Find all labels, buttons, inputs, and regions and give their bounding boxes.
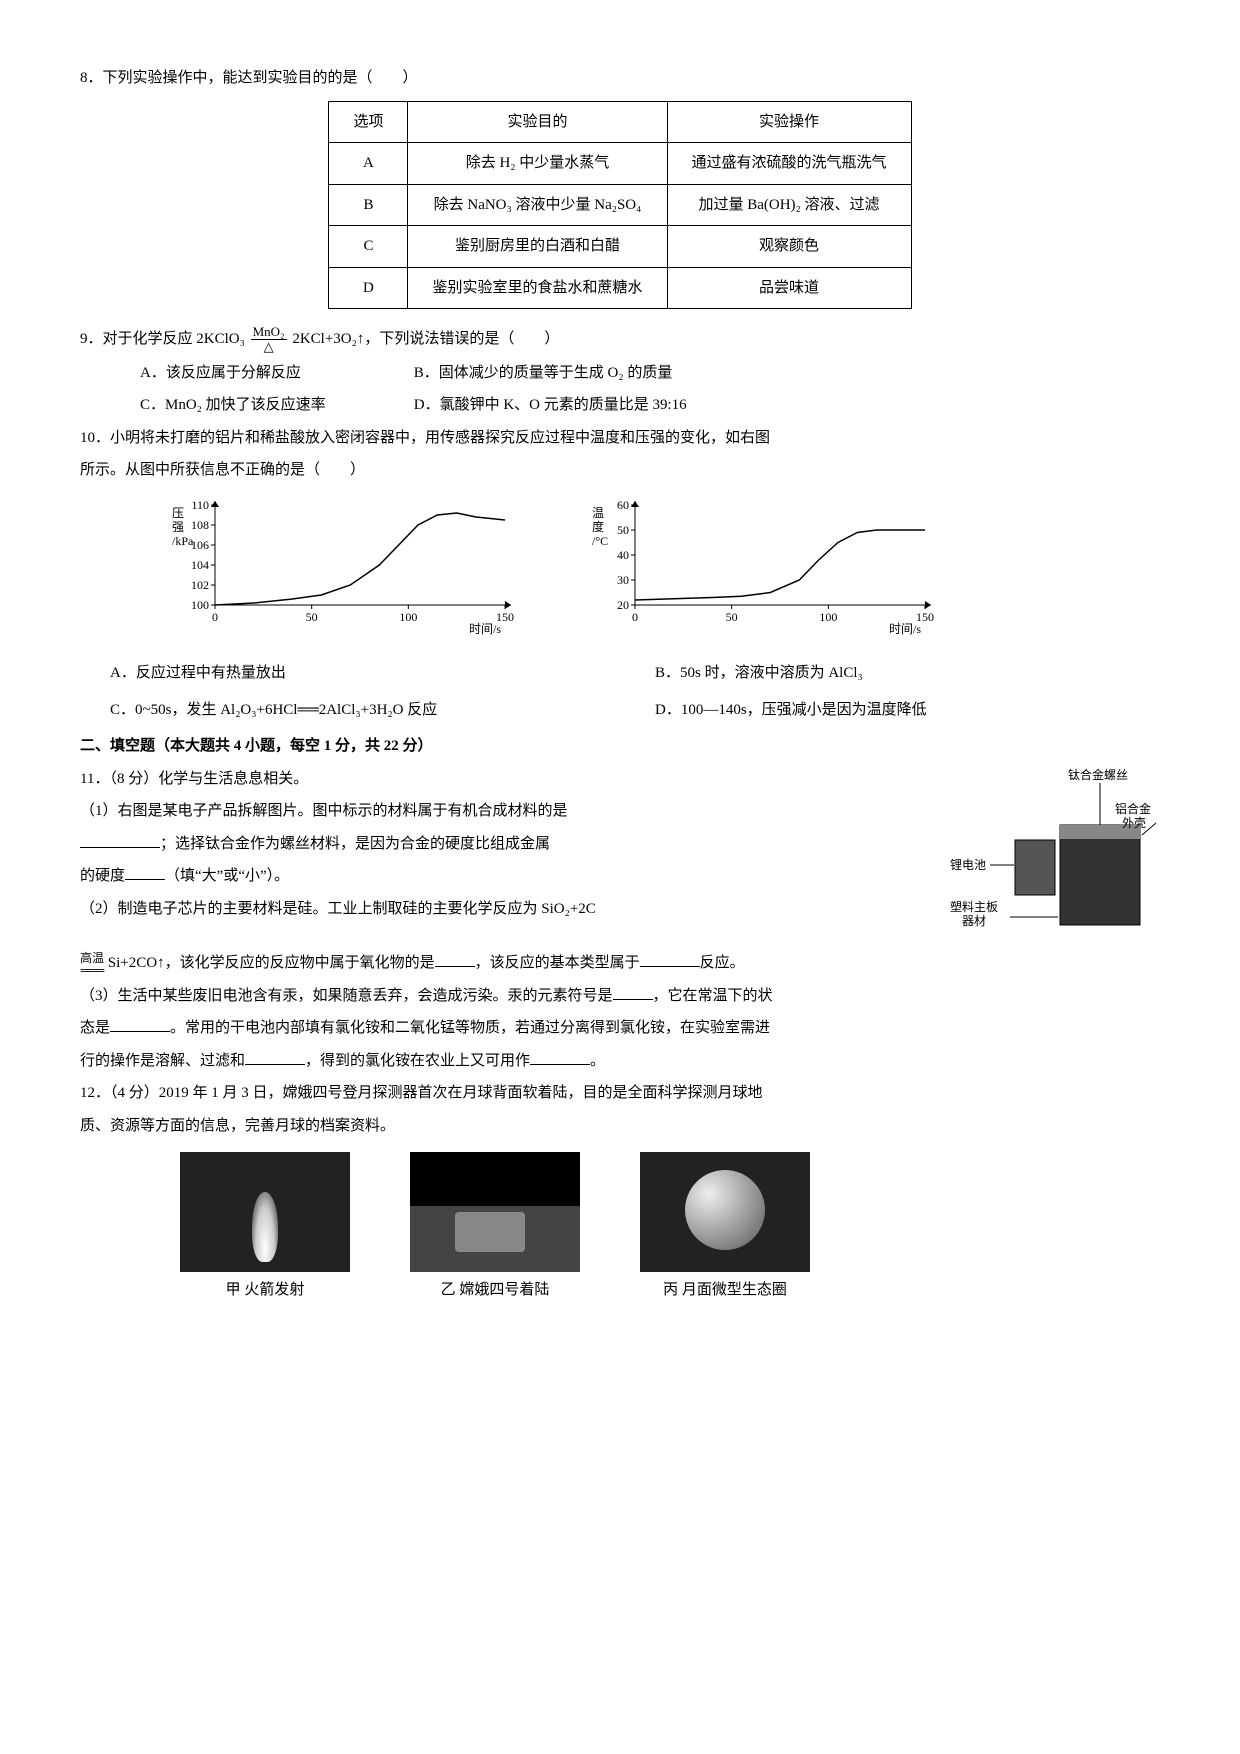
q12-line2: 质、资源等方面的信息，完善月球的档案资料。: [80, 1112, 1160, 1141]
fig-ecosphere: [640, 1152, 810, 1272]
label-battery: 锂电池: [950, 857, 986, 872]
q9-row2: C．MnO₂ 加快了该反应速率 D．氯酸钾中 K、O 元素的质量比是 39:16: [80, 391, 1160, 420]
blank: [640, 951, 700, 967]
cap-1: 甲 火箭发射: [180, 1276, 350, 1305]
q9-opt-d: D．氯酸钾中 K、O 元素的质量比是 39:16: [414, 397, 687, 413]
svg-text:强: 强: [172, 520, 184, 534]
q12-figure-row: [180, 1152, 1160, 1272]
q8-th-0: 选项: [329, 101, 408, 143]
table-row: A除去 H₂ 中少量水蒸气通过盛有浓硫酸的洗气瓶洗气: [329, 143, 911, 185]
q12-line1: 12．（4 分）2019 年 1 月 3 日，嫦娥四号登月探测器首次在月球背面软…: [80, 1079, 1160, 1108]
svg-text:100: 100: [191, 598, 209, 612]
fig-lander: [410, 1152, 580, 1272]
q9-opt-a: A．该反应属于分解反应: [110, 359, 410, 388]
q10-chart-temperature: 2030405060050100150温度/°C时间/s: [580, 495, 940, 646]
svg-text:110: 110: [191, 498, 209, 512]
blank: [245, 1049, 305, 1065]
q10-stem1: 10．小明将未打磨的铝片和稀盐酸放入密闭容器中，用传感器探究反应过程中温度和压强…: [80, 424, 1160, 453]
q8-th-2: 实验操作: [667, 101, 911, 143]
svg-text:压: 压: [172, 506, 184, 520]
svg-text:0: 0: [632, 610, 638, 624]
svg-text:30: 30: [617, 573, 629, 587]
q9-stem: 9．对于化学反应 2KClO₃ MnO₂ △ 2KCl+3O₂↑，下列说法错误的…: [80, 325, 1160, 355]
svg-text:50: 50: [726, 610, 738, 624]
q11-p3-line1: （3）生活中某些废旧电池含有汞，如果随意丢弃，会造成污染。汞的元素符号是，它在常…: [80, 982, 1160, 1011]
svg-text:/°C: /°C: [592, 534, 608, 548]
cap-2: 乙 嫦娥四号着陆: [410, 1276, 580, 1305]
svg-text:20: 20: [617, 598, 629, 612]
q10-opt-c: C．0~50s，发生 Al₂O₃+6HCl══2AlCl₃+3H₂O 反应: [110, 696, 615, 725]
svg-text:100: 100: [399, 610, 417, 624]
q10-opt-b: B．50s 时，溶液中溶质为 AlCl₃: [655, 659, 1160, 688]
svg-text:时间/s: 时间/s: [469, 622, 501, 635]
fig-rocket: [180, 1152, 350, 1272]
table-row: C鉴别厨房里的白酒和白醋观察颜色: [329, 226, 911, 268]
q9-opt-b: B．固体减少的质量等于生成 O₂ 的质量: [414, 365, 673, 381]
blank: [613, 984, 653, 1000]
svg-text:钛合金螺丝: 钛合金螺丝: [1068, 767, 1128, 782]
blank: [435, 951, 475, 967]
q11-p3-line3: 行的操作是溶解、过滤和，得到的氯化铵在农业上又可用作。: [80, 1047, 1160, 1076]
q12-caption-row: 甲 火箭发射 乙 嫦娥四号着陆 丙 月面微型生态圈: [180, 1276, 1160, 1305]
q11-p3-line2: 态是。常用的干电池内部填有氯化铵和二氧化锰等物质，若通过分离得到氯化铵，在实验室…: [80, 1014, 1160, 1043]
q8-table: 选项 实验目的 实验操作 A除去 H₂ 中少量水蒸气通过盛有浓硫酸的洗气瓶洗气 …: [328, 101, 911, 310]
svg-text:塑料主板器材: 塑料主板器材: [950, 899, 998, 928]
svg-text:108: 108: [191, 518, 209, 532]
section-2-heading: 二、填空题（本大题共 4 小题，每空 1 分，共 22 分）: [80, 732, 1160, 761]
svg-text:104: 104: [191, 558, 209, 572]
svg-text:0: 0: [212, 610, 218, 624]
svg-text:时间/s: 时间/s: [889, 622, 921, 635]
table-row: B除去 NaNO₃ 溶液中少量 Na₂SO₄加过量 Ba(OH)₂ 溶液、过滤: [329, 184, 911, 226]
svg-text:50: 50: [306, 610, 318, 624]
cap-3: 丙 月面微型生态圈: [640, 1276, 810, 1305]
svg-text:度: 度: [592, 519, 604, 534]
q10-chart-pressure: 100102104106108110050100150压强/kPa时间/s: [160, 495, 520, 646]
svg-text:60: 60: [617, 498, 629, 512]
table-row: 选项 实验目的 实验操作: [329, 101, 911, 143]
q9-row1: A．该反应属于分解反应 B．固体减少的质量等于生成 O₂ 的质量: [80, 359, 1160, 388]
table-row: D鉴别实验室里的食盐水和蔗糖水品尝味道: [329, 267, 911, 309]
svg-text:40: 40: [617, 548, 629, 562]
svg-text:106: 106: [191, 538, 209, 552]
q11-p2-line2: 高温 ═══ Si+2CO↑，该化学反应的反应物中属于氧化物的是，该反应的基本类…: [80, 949, 1160, 978]
q10-stem2: 所示。从图中所获信息不正确的是（ ）: [80, 456, 1160, 485]
q8-th-1: 实验目的: [408, 101, 667, 143]
q10-opt-d: D．100—140s，压强减小是因为温度降低: [655, 696, 1160, 725]
svg-text:50: 50: [617, 523, 629, 537]
blank: [80, 832, 160, 848]
blank: [125, 864, 165, 880]
svg-text:/kPa: /kPa: [172, 534, 194, 548]
blank: [110, 1016, 170, 1032]
svg-text:温: 温: [592, 506, 604, 520]
blank: [530, 1049, 590, 1065]
q9-opt-c: C．MnO₂ 加快了该反应速率: [110, 391, 410, 420]
q10-opt-a: A．反应过程中有热量放出: [110, 659, 615, 688]
q11-device-figure: 钛合金螺丝 锂电池 铝合金外壳 塑料主板器材: [950, 765, 1160, 946]
reaction-condition: MnO₂ △: [251, 325, 287, 355]
svg-text:100: 100: [819, 610, 837, 624]
svg-text:102: 102: [191, 578, 209, 592]
q8-stem: 8．下列实验操作中，能达到实验目的的是（ ）: [80, 64, 1160, 93]
